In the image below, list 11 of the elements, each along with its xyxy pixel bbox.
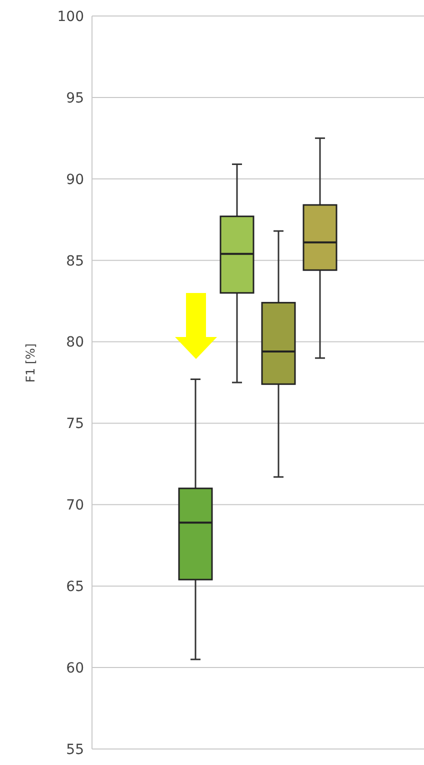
y-tick-label: 95 — [66, 90, 84, 106]
y-axis-title: F1 [%] — [23, 343, 38, 382]
y-tick-label: 75 — [66, 416, 84, 432]
y-tick-label: 100 — [57, 8, 84, 25]
y-tick-label: 70 — [66, 498, 84, 514]
y-tick-label: 65 — [66, 579, 84, 596]
y-tick-label: 55 — [66, 742, 84, 758]
y-tick-label: 85 — [66, 253, 84, 270]
y-tick-label: 60 — [66, 660, 84, 677]
y-tick-label: 90 — [66, 172, 84, 188]
y-tick-label: 80 — [66, 334, 84, 351]
